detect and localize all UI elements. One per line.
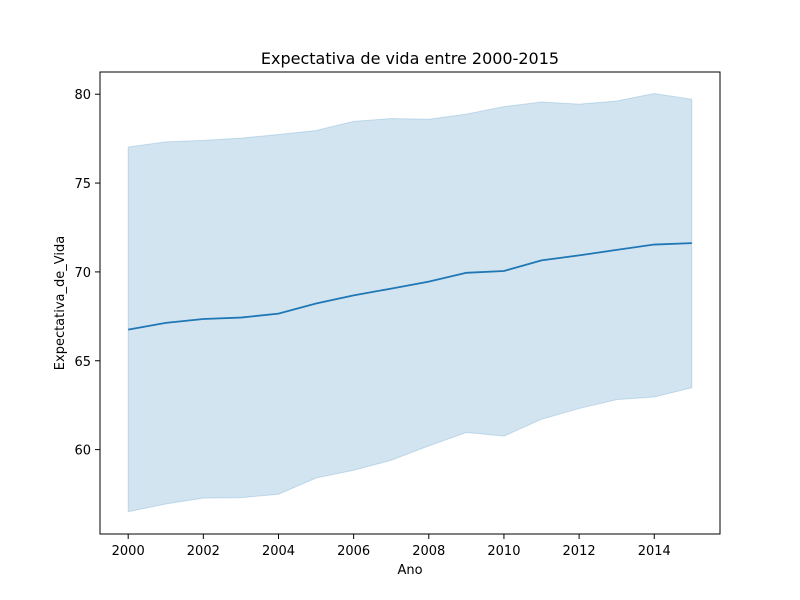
series-line bbox=[128, 242, 692, 331]
y-axis-ticks: 60 65 70 75 80 bbox=[74, 88, 100, 459]
y-tick-label: 80 bbox=[74, 88, 91, 103]
y-tick-label: 60 bbox=[74, 444, 91, 459]
chart-title: Expectativa de vida entre 2000-2015 bbox=[261, 49, 559, 68]
x-tick-label: 2010 bbox=[487, 544, 520, 559]
x-axis-ticks: 2000 2002 2004 2006 2008 2010 2012 2014 bbox=[112, 534, 671, 559]
confidence-band-layer bbox=[127, 92, 693, 513]
confidence-band bbox=[127, 92, 693, 513]
x-tick-label: 2002 bbox=[187, 544, 220, 559]
x-tick-label: 2006 bbox=[337, 544, 370, 559]
y-tick-label: 65 bbox=[74, 355, 91, 370]
x-tick-label: 2014 bbox=[638, 544, 671, 559]
y-tick-label: 75 bbox=[74, 177, 91, 192]
x-tick-label: 2000 bbox=[112, 544, 145, 559]
x-tick-label: 2008 bbox=[412, 544, 445, 559]
y-tick-label: 70 bbox=[74, 266, 91, 281]
x-axis-label: Ano bbox=[397, 563, 422, 578]
axes-frame bbox=[99, 71, 721, 535]
series-line-layer bbox=[128, 242, 692, 331]
plot-frame bbox=[99, 71, 721, 535]
y-axis-label: Expectativa_de_Vida bbox=[53, 236, 68, 370]
x-tick-label: 2012 bbox=[563, 544, 596, 559]
x-tick-label: 2004 bbox=[262, 544, 295, 559]
